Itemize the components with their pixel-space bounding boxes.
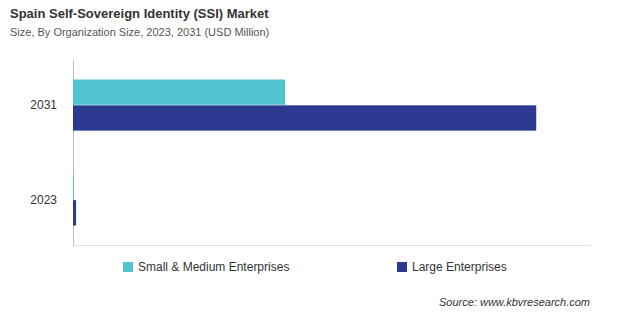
bar [73,174,74,199]
y-axis: 2031 2023 [30,61,73,246]
y-tick-label: 2023 [30,193,57,207]
chart: Spain Self-Sovereign Identity (SSI) Mark… [0,0,620,322]
y-tick: 2031 [30,98,73,112]
bar [73,79,285,104]
legend-label: Small & Medium Enterprises [138,260,289,274]
bar [73,200,76,225]
subtitle: Size, By Organization Size, 2023, 2031 (… [10,26,269,38]
legend-label: Large Enterprises [412,260,507,274]
source: Source: www.kbvresearch.com [439,296,590,308]
bars [73,79,536,225]
legend-swatch [123,262,133,272]
bar [73,105,536,130]
x-axis [74,245,591,246]
y-tick-label: 2031 [30,98,57,112]
legend-swatch [397,262,407,272]
title: Spain Self-Sovereign Identity (SSI) Mark… [10,6,269,21]
x-axis-line [74,245,591,246]
legend: Small & Medium Enterprises Large Enterpri… [123,260,507,274]
y-tick: 2023 [30,193,73,207]
